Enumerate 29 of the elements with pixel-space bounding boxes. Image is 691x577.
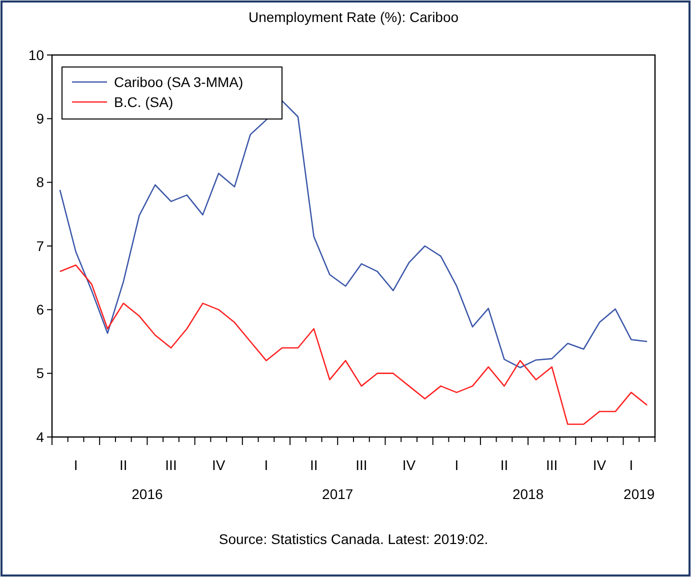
source-note: Source: Statistics Canada. Latest: 2019:02.: [218, 531, 488, 547]
x-tick-label: III: [165, 457, 177, 473]
x-tick-label: I: [74, 457, 78, 473]
y-tick-label: 4: [36, 428, 44, 445]
x-tick-label: II: [310, 457, 318, 473]
text: 2016: [132, 486, 163, 502]
y-tick-label: 9: [36, 110, 44, 127]
legend-label: Cariboo (SA 3-MMA): [114, 74, 244, 90]
text: 2017: [322, 486, 354, 502]
x-tick-label: IV: [212, 457, 226, 473]
x-tick-label: II: [120, 457, 128, 473]
x-tick-label: II: [500, 457, 508, 473]
y-tick-label: 5: [36, 365, 44, 382]
x-tick-label: I: [454, 457, 459, 473]
x-tick-label: III: [546, 457, 558, 473]
y-tick-label: 8: [36, 174, 44, 190]
y-tick-label: 10: [28, 46, 44, 63]
y-tick-label: 7: [36, 238, 44, 254]
x-tick-label: I: [629, 457, 634, 473]
x-tick-label: I: [264, 457, 268, 473]
line-series: [59, 264, 648, 425]
x-tick-label: IV: [402, 457, 416, 473]
y-tick-label: 6: [36, 302, 44, 318]
x-tick-label: III: [356, 457, 368, 473]
x-tick-label: IV: [592, 457, 607, 473]
legend-label: B.C. (SA): [114, 94, 174, 110]
text: 2018: [512, 486, 544, 502]
chart-title: Unemployment Rate (%): Cariboo: [248, 9, 459, 25]
text: 2019: [624, 486, 655, 502]
